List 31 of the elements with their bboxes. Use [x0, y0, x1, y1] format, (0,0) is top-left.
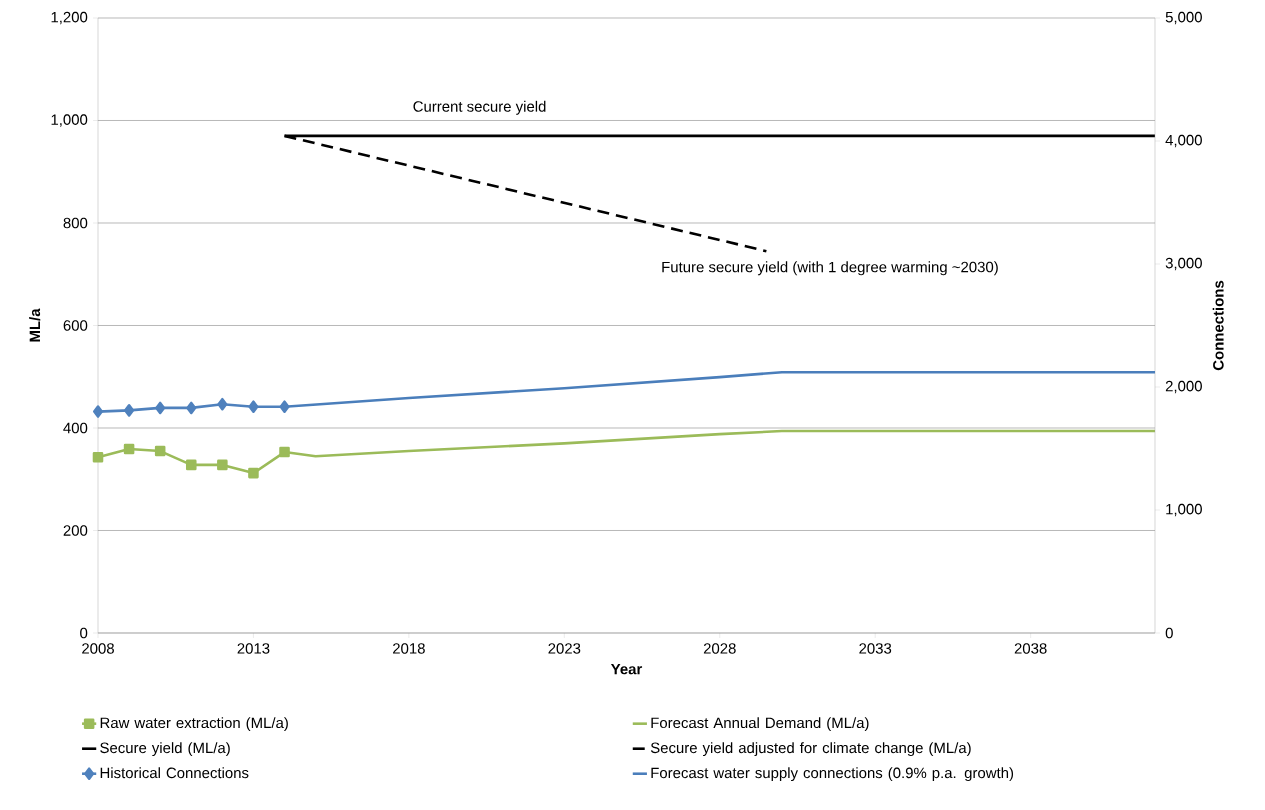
annotation: Current secure yield — [413, 100, 546, 115]
x-tick-label: 2008 — [82, 643, 114, 654]
y2-tick-label: 5,000 — [1165, 11, 1202, 25]
x-tick-label: 2013 — [237, 643, 270, 654]
legend-label: Historical Connections — [100, 767, 249, 779]
annotation: Future secure yield (with 1 degree warming ~2030) — [662, 261, 998, 276]
y-axis-title: ML/a — [29, 308, 41, 342]
y-tick-label: 200 — [63, 525, 88, 536]
x-tick-label: 2023 — [548, 643, 581, 654]
y-tick-label: 400 — [63, 422, 88, 434]
legend-label: Secure yield adjusted for climate change (ML/a) — [650, 742, 971, 757]
y-tick-label: 800 — [63, 217, 88, 229]
x-tick-label: 2038 — [1014, 643, 1047, 654]
y2-tick-label: 1,000 — [1166, 503, 1202, 517]
x-axis-title: Year — [610, 663, 643, 675]
y-tick-label: 1,200 — [51, 11, 88, 25]
legend-label: Forecast Annual Demand (ML/a) — [651, 717, 869, 732]
legend-label: Forecast water supply connections (0.9% p.a. growth) — [651, 767, 1014, 782]
y2-tick-label: 3,000 — [1165, 257, 1202, 271]
legend-label: Secure yield (ML/a) — [100, 742, 230, 757]
legend-label: Raw water extraction (ML/a) — [100, 717, 288, 732]
y2-tick-label: 0 — [1165, 627, 1173, 639]
y2-tick-label: 2,000 — [1165, 380, 1202, 394]
x-tick-label: 2018 — [393, 643, 425, 654]
y2-tick-label: 4,000 — [1165, 134, 1202, 148]
y-tick-label: 1,000 — [51, 114, 88, 127]
x-tick-label: 2033 — [859, 643, 892, 654]
y-tick-label: 600 — [63, 320, 88, 331]
y2-axis-title: Connections — [1212, 280, 1224, 371]
x-tick-label: 2028 — [703, 643, 736, 654]
y-tick-label: 0 — [80, 627, 88, 639]
